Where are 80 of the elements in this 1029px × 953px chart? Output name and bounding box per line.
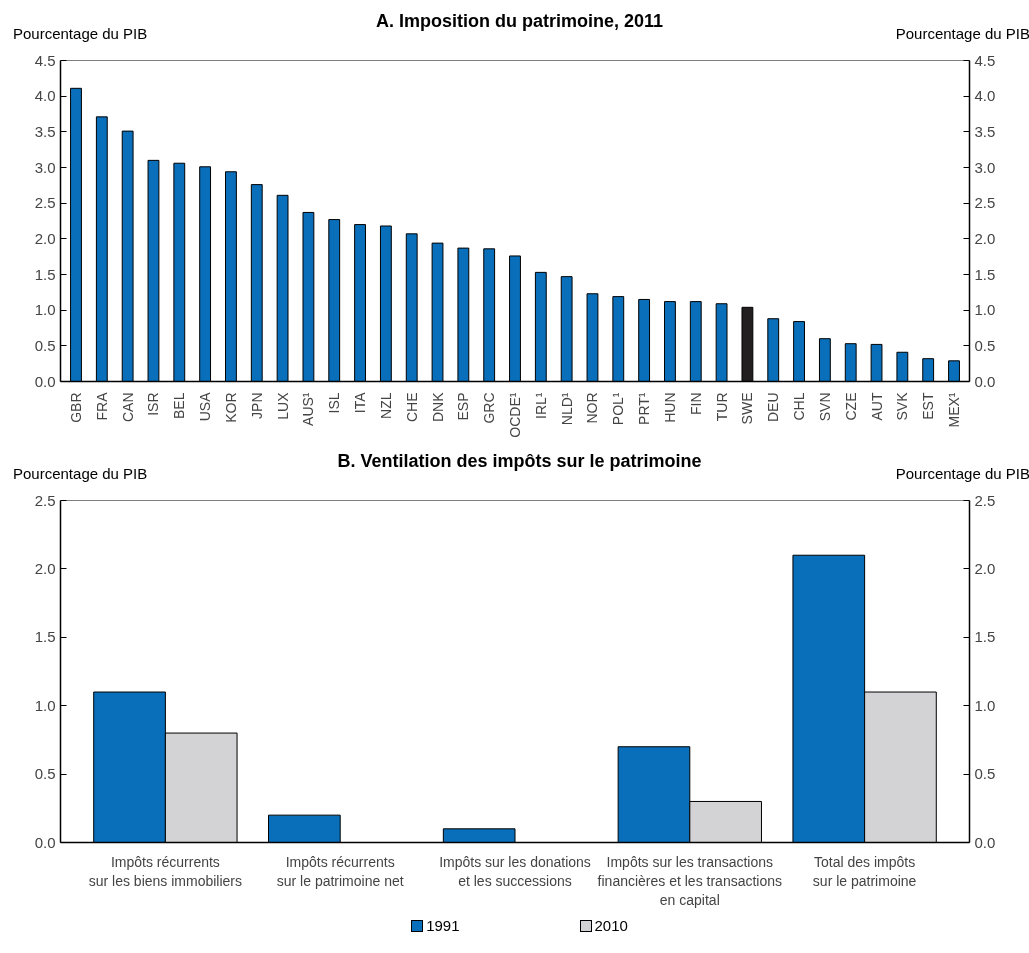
x-tick-label: KOR xyxy=(222,392,239,423)
y-tick-label: 0.5 xyxy=(34,765,56,783)
y2-tick-label: 3.5 xyxy=(974,122,996,140)
chart-title: B. Ventilation des impôts sur le patrimoine xyxy=(337,451,702,471)
y-tick-label: 2.0 xyxy=(34,559,56,577)
x-tick-label: SVK xyxy=(894,391,911,421)
y-tick-label: 1.0 xyxy=(34,301,56,319)
y-tick-label: 1.5 xyxy=(34,628,56,646)
y-tick-label: 1.5 xyxy=(34,265,56,283)
x-tick-label: CHE xyxy=(403,392,420,423)
x-tick-label: USA xyxy=(197,391,214,422)
x-tick-label: GBR xyxy=(67,392,84,423)
x-tick-label: BEL xyxy=(171,392,188,419)
x-tick-label: DNK xyxy=(429,391,446,423)
x-tick-label: IRL¹ xyxy=(532,392,549,419)
y-tick-label: 0.0 xyxy=(34,833,56,851)
x-tick-label: Impôts récurrents sur les biens immobiliers xyxy=(88,853,243,889)
x-tick-label: NOR xyxy=(584,392,601,424)
x-tick-label: ESP xyxy=(455,392,472,421)
x-tick-label: ITA xyxy=(352,391,369,414)
x-tick-label: JPN xyxy=(248,392,265,419)
y2-tick-label: 0.5 xyxy=(974,765,996,783)
x-tick-label: Impôts récurrents sur le patrimoine net xyxy=(276,853,404,889)
y-tick-label: 3.0 xyxy=(34,158,56,176)
y-axis-title: Pourcentage du PIB xyxy=(13,24,148,44)
y2-tick-label: 1.0 xyxy=(974,301,996,319)
x-tick-label: PRT¹ xyxy=(636,392,653,425)
x-tick-label: Impôts sur les transactions financières et les transactions en capital xyxy=(597,853,783,908)
x-tick-label: DEU xyxy=(765,392,782,423)
x-tick-label: MEX¹ xyxy=(946,392,963,428)
y2-tick-label: 2.5 xyxy=(974,491,996,509)
x-tick-label: ISR xyxy=(145,392,162,416)
y2-tick-label: 2.5 xyxy=(974,194,996,212)
legend-label: 2010 xyxy=(593,916,628,936)
x-tick-label: AUT xyxy=(868,392,885,421)
y-tick-label: 2.0 xyxy=(34,229,56,247)
y2-tick-label: 1.5 xyxy=(974,265,996,283)
y-tick-label: 2.5 xyxy=(34,194,56,212)
x-tick-label: ISL xyxy=(326,392,343,414)
x-tick-label: OCDE¹ xyxy=(507,392,523,438)
x-tick-label: LUX xyxy=(274,391,291,420)
x-tick-label: EST xyxy=(920,392,937,420)
y-tick-label: 3.5 xyxy=(34,122,56,140)
legend-label: 1991 xyxy=(425,916,460,936)
y-axis-title: Pourcentage du PIB xyxy=(13,464,148,484)
x-tick-label: POL¹ xyxy=(610,392,627,426)
x-tick-label: NZL xyxy=(377,392,394,419)
x-tick-label: FRA xyxy=(93,391,110,421)
y-tick-label: 4.0 xyxy=(34,87,56,105)
x-tick-label: Total des impôts sur le patrimoine xyxy=(812,853,917,889)
x-tick-label: NLD¹ xyxy=(558,392,575,426)
x-tick-label: AUS¹ xyxy=(300,392,317,426)
chart-title: A. Imposition du patrimoine, 2011 xyxy=(375,11,664,31)
x-tick-label: CAN xyxy=(119,392,136,423)
y2-axis-title: Pourcentage du PIB xyxy=(895,24,1029,44)
y-tick-label: 0.5 xyxy=(34,336,56,354)
x-tick-label: CHL xyxy=(791,392,808,421)
x-tick-label: SVN xyxy=(816,392,833,422)
x-tick-label: SWE xyxy=(739,392,756,425)
y2-tick-label: 0.0 xyxy=(974,372,996,390)
y2-tick-label: 2.0 xyxy=(974,559,996,577)
x-tick-label: HUN xyxy=(661,392,678,423)
y2-tick-label: 1.5 xyxy=(974,628,996,646)
y-tick-label: 4.5 xyxy=(34,51,56,69)
y2-tick-label: 1.0 xyxy=(974,696,996,714)
y2-tick-label: 2.0 xyxy=(974,229,996,247)
y-tick-label: 1.0 xyxy=(34,696,56,714)
y-tick-label: 0.0 xyxy=(34,372,56,390)
y2-axis-title: Pourcentage du PIB xyxy=(895,464,1029,484)
y2-tick-label: 3.0 xyxy=(974,158,996,176)
y2-tick-label: 4.0 xyxy=(974,87,996,105)
x-tick-label: FIN xyxy=(687,392,704,416)
y-tick-label: 2.5 xyxy=(34,491,56,509)
y2-tick-label: 0.0 xyxy=(974,833,996,851)
y2-tick-label: 0.5 xyxy=(974,336,996,354)
y2-tick-label: 4.5 xyxy=(974,51,996,69)
x-tick-label: GRC xyxy=(481,392,498,424)
x-tick-label: TUR xyxy=(713,392,730,422)
x-tick-label: CZE xyxy=(842,392,859,421)
x-tick-label: Impôts sur les donations et les successions xyxy=(439,853,591,889)
